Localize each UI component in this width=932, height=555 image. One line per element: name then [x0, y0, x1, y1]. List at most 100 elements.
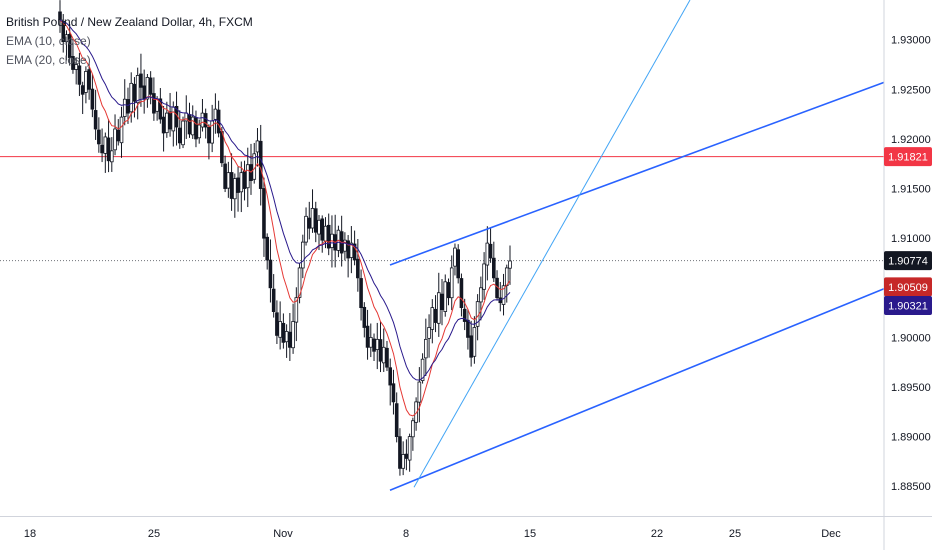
candle[interactable] [58, 0, 62, 33]
candle[interactable] [216, 100, 221, 138]
candle[interactable] [71, 41, 75, 74]
candle[interactable] [356, 239, 360, 292]
candle[interactable] [190, 105, 195, 139]
channel-upper-line[interactable] [389, 81, 885, 266]
candle[interactable] [297, 263, 302, 304]
candle[interactable] [229, 153, 234, 211]
candle[interactable] [116, 119, 121, 146]
candle[interactable] [181, 116, 185, 149]
steep-trend-line[interactable] [413, 0, 691, 488]
candle[interactable] [142, 69, 146, 114]
candle[interactable] [424, 318, 428, 376]
candle[interactable] [252, 142, 257, 184]
candle[interactable] [171, 101, 176, 147]
ema-10-line[interactable] [59, 19, 511, 417]
candle[interactable] [84, 66, 88, 104]
candle[interactable] [177, 110, 182, 149]
candle[interactable] [139, 53, 143, 107]
candle[interactable] [275, 300, 279, 345]
candle[interactable] [200, 99, 205, 132]
candle[interactable] [488, 228, 493, 263]
candle[interactable] [343, 232, 347, 261]
candle[interactable] [388, 358, 393, 406]
candle[interactable] [100, 128, 104, 163]
candle[interactable] [446, 278, 451, 306]
candle[interactable] [236, 166, 240, 212]
candle[interactable] [378, 321, 383, 373]
candle[interactable] [485, 226, 490, 281]
candle[interactable] [288, 313, 292, 361]
candle[interactable] [346, 235, 350, 278]
candle[interactable] [391, 369, 396, 415]
candle[interactable] [375, 322, 380, 370]
candle[interactable] [498, 281, 503, 312]
candle[interactable] [148, 71, 153, 105]
candle[interactable] [106, 119, 111, 173]
candle[interactable] [97, 117, 101, 153]
candle[interactable] [349, 226, 354, 274]
candle[interactable] [433, 295, 438, 333]
candle[interactable] [414, 397, 418, 431]
candle[interactable] [165, 101, 169, 138]
candle[interactable] [359, 269, 363, 321]
candle[interactable] [242, 160, 247, 201]
candle[interactable] [372, 333, 376, 362]
candle[interactable] [174, 91, 179, 146]
candle[interactable] [339, 215, 344, 267]
candle[interactable] [284, 324, 289, 358]
candle[interactable] [436, 272, 441, 337]
candle[interactable] [119, 106, 124, 158]
candle[interactable] [168, 92, 172, 137]
candle[interactable] [459, 273, 464, 317]
candle[interactable] [145, 73, 150, 108]
candle[interactable] [268, 239, 273, 303]
candle[interactable] [440, 278, 444, 326]
candle[interactable] [404, 439, 409, 471]
candle[interactable] [291, 303, 295, 354]
candle[interactable] [226, 161, 231, 198]
candle[interactable] [456, 244, 461, 284]
candle[interactable] [326, 213, 331, 256]
candle[interactable] [385, 340, 389, 372]
candle[interactable] [77, 52, 82, 97]
candle[interactable] [469, 320, 473, 367]
candle[interactable] [301, 234, 305, 279]
candle[interactable] [158, 88, 163, 124]
candle[interactable] [381, 328, 386, 372]
candle[interactable] [304, 207, 308, 246]
candle[interactable] [90, 74, 95, 118]
candle[interactable] [233, 173, 237, 218]
candle[interactable] [239, 161, 244, 213]
candle[interactable] [362, 302, 367, 338]
candle[interactable] [307, 201, 312, 240]
candle[interactable] [249, 143, 253, 195]
candle[interactable] [184, 95, 189, 139]
candle[interactable] [262, 177, 266, 257]
candle[interactable] [64, 30, 69, 61]
candle[interactable] [109, 137, 114, 172]
candle[interactable] [278, 301, 282, 350]
candle[interactable] [255, 128, 260, 167]
candle[interactable] [501, 273, 506, 316]
candle[interactable] [87, 63, 91, 100]
candle[interactable] [449, 255, 454, 311]
candle[interactable] [210, 104, 214, 153]
candle[interactable] [317, 215, 321, 251]
candle[interactable] [443, 274, 448, 317]
candle[interactable] [213, 93, 218, 134]
candle[interactable] [466, 309, 470, 350]
candle[interactable] [368, 323, 373, 358]
candle[interactable] [333, 214, 337, 268]
candle[interactable] [294, 287, 299, 342]
candle[interactable] [207, 124, 211, 160]
candle[interactable] [265, 233, 269, 270]
candle[interactable] [245, 147, 250, 208]
candle[interactable] [113, 114, 117, 156]
candle[interactable] [417, 367, 422, 423]
candle[interactable] [74, 57, 78, 85]
candle[interactable] [80, 81, 85, 115]
candle[interactable] [135, 67, 140, 120]
candle[interactable] [411, 417, 415, 451]
